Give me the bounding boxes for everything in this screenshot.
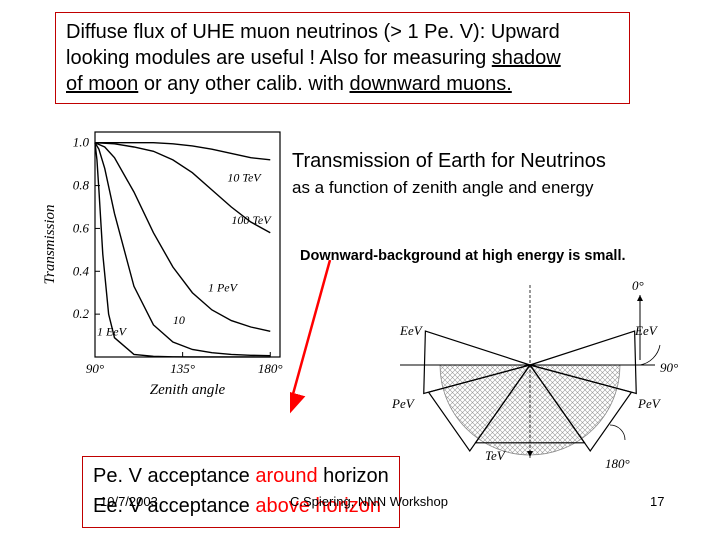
svg-text:10 TeV: 10 TeV bbox=[227, 170, 262, 184]
transmission-chart: 0.2 0.4 0.6 0.8 1.0 90° 135° 180° Transmission Ze… bbox=[40, 122, 290, 402]
svg-text:Zenith angle: Zenith angle bbox=[150, 382, 226, 398]
top-line2a: looking modules are useful ! Also for me… bbox=[66, 47, 492, 69]
right-heading: Transmission of Earth for Neutrinos bbox=[292, 150, 606, 173]
bottom-line1b: around bbox=[255, 465, 317, 487]
svg-text:180°: 180° bbox=[258, 361, 283, 376]
footer-date: 10/7/2003 bbox=[100, 494, 158, 509]
top-line1: Diffuse flux of UHE muon neutrinos (> 1 … bbox=[66, 21, 560, 43]
svg-text:1.0: 1.0 bbox=[73, 135, 90, 150]
footer-author: C.Spiering, NNN Workshop bbox=[290, 494, 448, 509]
bottom-line1a: Pe. V acceptance bbox=[93, 465, 255, 487]
top-line3b: or any other calib. with bbox=[138, 73, 349, 95]
angle-diagram-svg: 0° EeV EeV 90° PeV PeV TeV 180° bbox=[380, 280, 680, 480]
svg-text:0.4: 0.4 bbox=[73, 263, 90, 278]
top-line2b: shadow bbox=[492, 47, 561, 69]
svg-text:0.2: 0.2 bbox=[73, 306, 90, 321]
svg-text:PeV: PeV bbox=[637, 396, 662, 411]
right-subheading: as a function of zenith angle and energy bbox=[292, 178, 594, 198]
svg-text:100 TeV: 100 TeV bbox=[231, 213, 272, 227]
svg-text:90°: 90° bbox=[660, 360, 678, 375]
svg-text:Transmission: Transmission bbox=[42, 204, 58, 284]
svg-text:90°: 90° bbox=[86, 361, 104, 376]
svg-text:0.6: 0.6 bbox=[73, 220, 90, 235]
red-arrow bbox=[290, 260, 350, 420]
svg-text:PeV: PeV bbox=[391, 396, 416, 411]
svg-text:0°: 0° bbox=[632, 280, 644, 293]
svg-text:180°: 180° bbox=[605, 456, 630, 471]
top-callout-box: Diffuse flux of UHE muon neutrinos (> 1 … bbox=[55, 12, 630, 104]
top-line3c: downward muons. bbox=[349, 73, 511, 95]
svg-text:1 EeV: 1 EeV bbox=[97, 325, 128, 339]
svg-text:1 PeV: 1 PeV bbox=[208, 281, 239, 295]
angle-diagram: 0° EeV EeV 90° PeV PeV TeV 180° bbox=[380, 280, 680, 480]
svg-text:10: 10 bbox=[173, 313, 185, 327]
transmission-chart-svg: 0.2 0.4 0.6 0.8 1.0 90° 135° 180° Transmission Ze… bbox=[40, 122, 290, 402]
svg-text:TeV: TeV bbox=[485, 448, 507, 463]
footer-page: 17 bbox=[650, 494, 664, 509]
bottom-line1c: horizon bbox=[318, 465, 389, 487]
bottom-callout-box: Pe. V acceptance around horizon Ee. V ac… bbox=[82, 456, 400, 528]
svg-text:EeV: EeV bbox=[634, 323, 659, 338]
top-line3a: of moon bbox=[66, 73, 138, 95]
svg-text:135°: 135° bbox=[170, 361, 195, 376]
svg-text:0.8: 0.8 bbox=[73, 178, 90, 193]
svg-text:EeV: EeV bbox=[399, 323, 424, 338]
